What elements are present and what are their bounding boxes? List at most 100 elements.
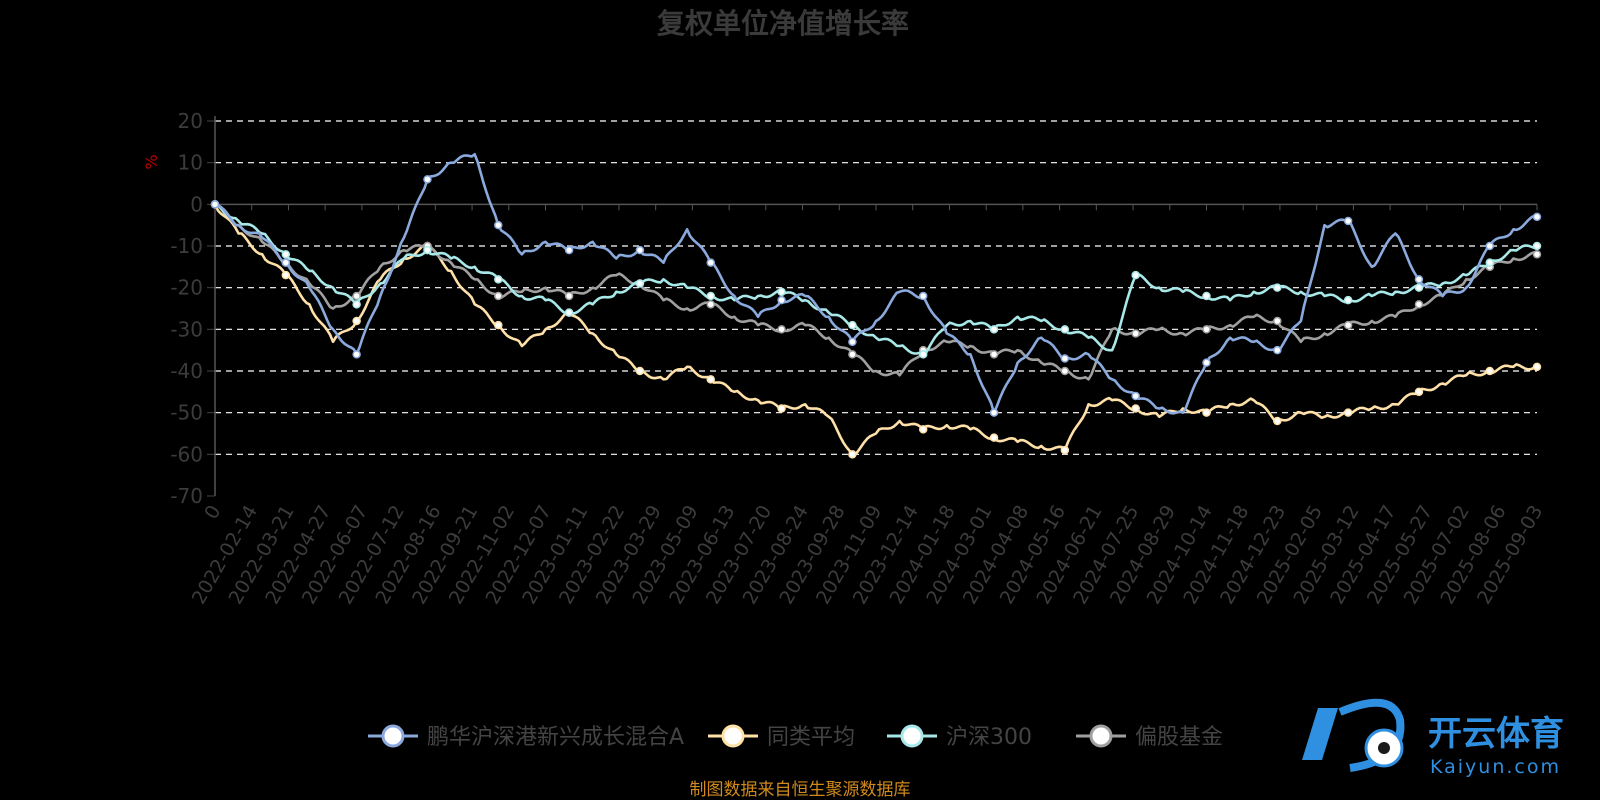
y-tick-label: 10 — [178, 151, 203, 175]
legend-swatch-marker — [381, 724, 405, 748]
grid-lines — [207, 120, 1537, 497]
legend-label: 同类平均 — [767, 725, 855, 750]
series-point — [564, 308, 574, 317]
series-point — [635, 279, 645, 288]
legend-item[interactable]: 鹏华沪深港新兴成长混合A — [368, 724, 684, 750]
series-point — [494, 275, 503, 284]
series-point — [1532, 250, 1542, 259]
series-line — [214, 203, 1538, 356]
axes — [214, 116, 1538, 496]
series-point — [1202, 325, 1211, 334]
series-point — [1131, 329, 1140, 338]
series-point — [1485, 241, 1495, 251]
series-point — [1060, 354, 1070, 363]
series-point — [1060, 445, 1070, 455]
series-point — [1343, 408, 1353, 417]
series-point — [1485, 258, 1495, 267]
logo-ball-patch-icon — [1378, 742, 1390, 754]
series-point — [564, 245, 574, 255]
series-line — [214, 153, 1538, 415]
series-point — [1532, 212, 1542, 222]
y-tick-label: -10 — [170, 234, 203, 258]
series-point — [423, 175, 432, 184]
series-point — [706, 375, 715, 384]
legend-swatch-marker — [900, 724, 924, 748]
series-point — [848, 337, 857, 347]
y-axis-unit-label: % — [142, 154, 161, 169]
series-point — [494, 320, 503, 330]
legend-label: 沪深300 — [946, 725, 1032, 750]
x-tick-labels: 02022-02-142022-03-212022-04-272022-06-0… — [188, 502, 1548, 609]
x-tick-label: 0 — [200, 502, 225, 523]
series-point — [1202, 358, 1211, 367]
y-tick-labels: 20 10 0 -10 -20 -30 -40 -50 -60 -70 — [170, 109, 203, 508]
series-point — [706, 291, 715, 301]
series-point — [1273, 283, 1282, 292]
logo-k-icon — [1302, 708, 1338, 760]
series-point — [1131, 391, 1140, 401]
series-point — [635, 366, 645, 376]
y-tick-label: -60 — [170, 442, 203, 466]
series-point — [918, 350, 928, 359]
y-tick-label: -70 — [170, 484, 203, 508]
series-point — [777, 325, 786, 334]
series-point — [1131, 404, 1140, 413]
series-point — [848, 320, 857, 330]
series-point — [1343, 216, 1353, 226]
series-point — [281, 258, 291, 267]
series-point — [1532, 362, 1542, 372]
series-point — [989, 325, 999, 334]
legend: 鹏华沪深港新兴成长混合A 同类平均 沪深300 偏股基金 — [368, 724, 1223, 750]
series-point — [1202, 291, 1211, 301]
series-point — [352, 291, 361, 301]
series-point — [1343, 295, 1353, 305]
legend-item[interactable]: 同类平均 — [708, 724, 855, 750]
series-point — [635, 245, 645, 255]
series-point — [1131, 270, 1140, 280]
series-point — [777, 287, 786, 297]
series-point — [1060, 325, 1070, 334]
watermark-logo: 开云体育 Kaiyun.com — [1302, 698, 1564, 778]
legend-item[interactable]: 偏股基金 — [1076, 724, 1223, 750]
series-point — [1202, 408, 1211, 417]
series-point — [423, 245, 432, 255]
series-point — [564, 291, 574, 301]
watermark-cn: 开云体育 — [1428, 714, 1564, 754]
legend-item[interactable]: 沪深300 — [887, 724, 1032, 750]
series-point — [1414, 283, 1424, 292]
source-note: 制图数据来自恒生聚源数据库 — [690, 780, 911, 800]
series-point — [352, 350, 361, 359]
y-tick-label: -20 — [170, 276, 203, 300]
series-point — [706, 258, 715, 267]
series-point — [352, 316, 361, 326]
legend-swatch-marker — [1089, 724, 1113, 748]
y-tick-label: 0 — [190, 192, 203, 216]
series-point — [1414, 300, 1424, 309]
series-point — [777, 404, 786, 413]
series-point — [210, 200, 220, 209]
series-line — [214, 203, 1538, 381]
series-point — [848, 450, 857, 459]
series-point — [848, 350, 857, 359]
series-point — [494, 291, 503, 301]
watermark-en: Kaiyun.com — [1430, 756, 1561, 778]
y-tick-label: -50 — [170, 401, 203, 425]
y-tick-label: 20 — [178, 109, 203, 133]
legend-swatch-marker — [721, 724, 745, 748]
series-point — [989, 408, 999, 417]
series-point — [918, 291, 928, 301]
chart-title: 复权单位净值增长率 — [657, 7, 909, 40]
legend-label: 鹏华沪深港新兴成长混合A — [427, 725, 684, 750]
series-point — [494, 220, 503, 230]
series-point — [989, 350, 999, 359]
series-point — [1485, 366, 1495, 376]
series-point — [281, 270, 291, 280]
series-point — [1532, 241, 1542, 251]
y-tick-label: -30 — [170, 317, 203, 341]
series-point — [1273, 416, 1282, 426]
series-point — [1414, 275, 1424, 284]
y-tick-label: -40 — [170, 359, 203, 383]
series-point — [1273, 345, 1282, 355]
legend-label: 偏股基金 — [1135, 725, 1223, 750]
